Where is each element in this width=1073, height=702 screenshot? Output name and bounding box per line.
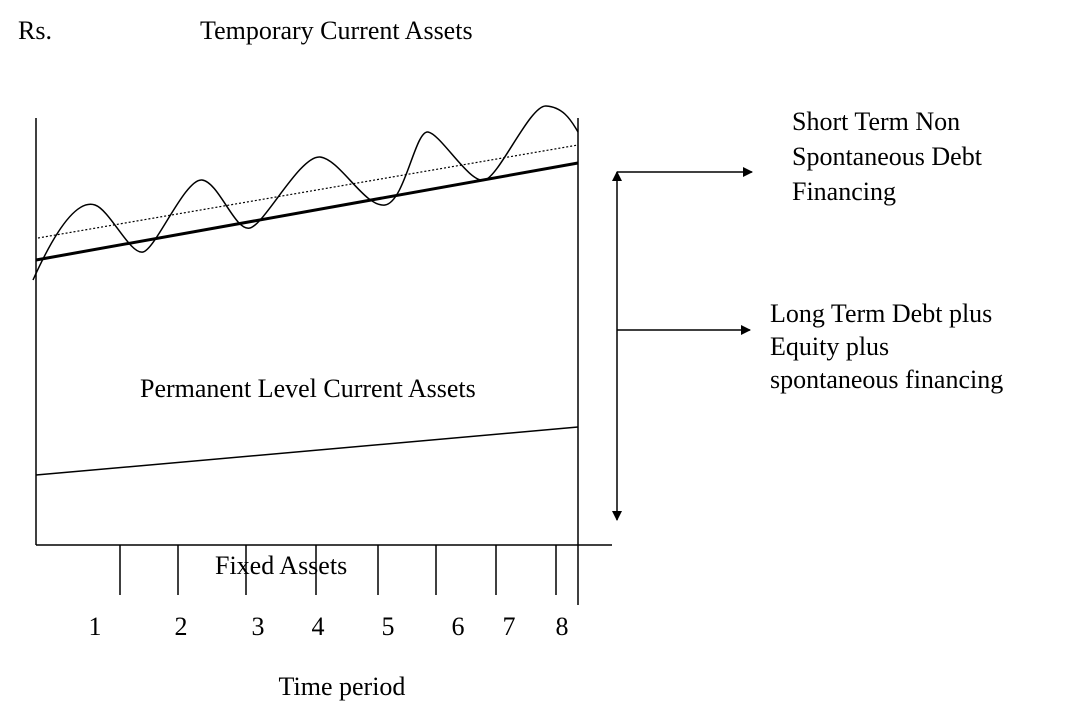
title: Temporary Current Assets — [200, 16, 473, 45]
long-term-label: spontaneous financing — [770, 365, 1003, 394]
x-label: 8 — [556, 612, 569, 641]
x-label: 2 — [175, 612, 188, 641]
x-label: 4 — [312, 612, 325, 641]
average-trend — [37, 144, 579, 239]
x-ticks — [119, 545, 557, 595]
x-label: 5 — [382, 612, 395, 641]
permanent-trend — [35, 161, 579, 262]
fixed-assets-line — [35, 426, 579, 476]
permanent-label: Permanent Level Current Assets — [140, 374, 476, 403]
short-term-label: Financing — [792, 177, 896, 206]
x-label: 1 — [89, 612, 102, 641]
x-label: 3 — [252, 612, 265, 641]
x-label: 6 — [452, 612, 465, 641]
short-term-label: Short Term Non — [792, 107, 960, 136]
temporary-assets-wave — [32, 105, 579, 281]
long-term-label: Long Term Debt plus — [770, 299, 992, 328]
y-label: Rs. — [18, 16, 52, 45]
x-label: 7 — [503, 612, 516, 641]
long-term-label: Equity plus — [770, 332, 889, 361]
x-axis-title: Time period — [279, 672, 406, 701]
short-term-label: Spontaneous Debt — [792, 142, 983, 171]
fixed-label: Fixed Assets — [215, 551, 347, 580]
